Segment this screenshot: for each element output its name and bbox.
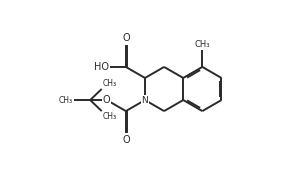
Text: CH₃: CH₃ (195, 40, 210, 49)
Text: CH₃: CH₃ (59, 96, 73, 104)
Text: O: O (103, 95, 110, 105)
Text: CH₃: CH₃ (103, 112, 117, 121)
Text: CH₃: CH₃ (103, 79, 117, 88)
Text: N: N (142, 96, 148, 104)
Text: HO: HO (94, 62, 109, 72)
Text: O: O (122, 33, 130, 43)
Text: O: O (122, 135, 130, 145)
